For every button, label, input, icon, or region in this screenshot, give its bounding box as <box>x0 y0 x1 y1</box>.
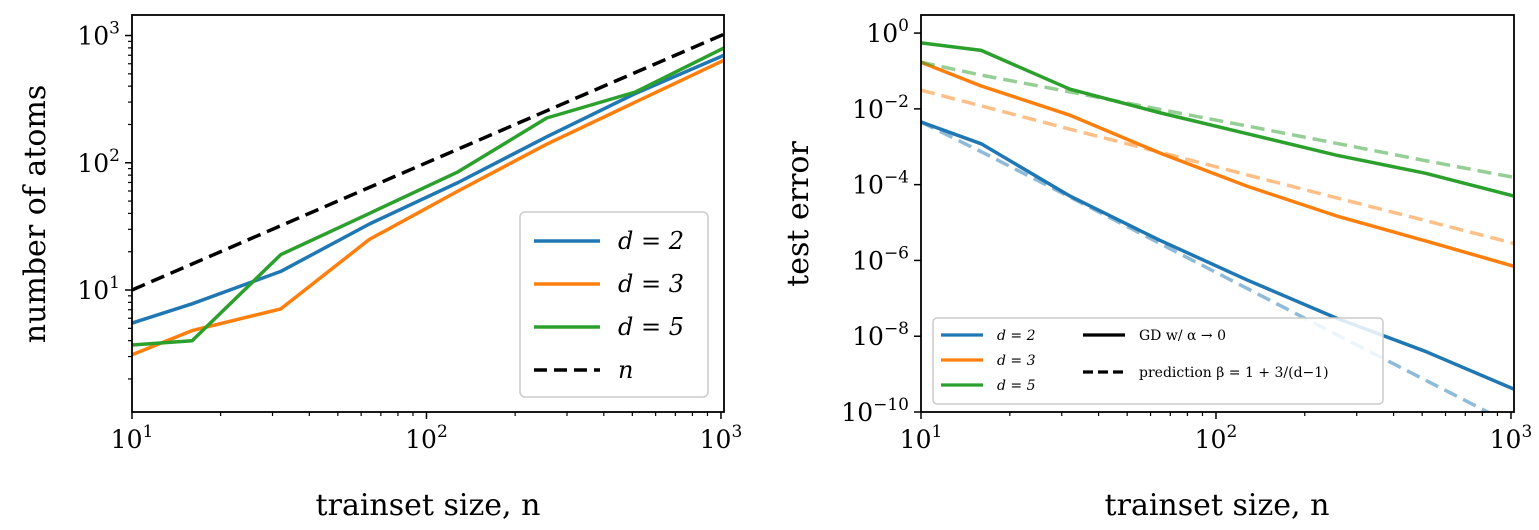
left-legend: d = 2 d = 3 d = 5 n <box>519 211 709 398</box>
right-legend-label: d = 2 <box>997 328 1036 344</box>
right-y-axis-label: test error <box>781 141 816 287</box>
left-y-axis-label: number of atoms <box>18 85 53 343</box>
left-x-tick-label: 103 <box>700 422 743 454</box>
left-plot-frame <box>131 14 725 413</box>
right-plot-frame <box>920 14 1515 413</box>
right-x-tick-label: 101 <box>900 422 943 454</box>
left-legend-label: d = 3 <box>618 270 684 298</box>
left-x-axis-label: trainset size, n <box>316 488 541 523</box>
left-series-n <box>132 32 724 292</box>
right-legend-label: prediction β = 1 + 3/(d−1) <box>1139 365 1329 381</box>
right-series-d2-gd <box>921 120 1514 391</box>
right-legend-box <box>932 317 1384 405</box>
left-chart: trainset size, n number of atoms 101 102 1… <box>18 14 743 523</box>
right-chart: trainset size, n test error 101 102 103 100… <box>781 14 1533 523</box>
right-y-tick-label: 10−6 <box>852 243 909 275</box>
left-legend-label: d = 5 <box>618 313 684 341</box>
right-series-d3-pred <box>921 88 1514 246</box>
right-x-axis-label: trainset size, n <box>1105 488 1330 523</box>
right-series-d2-pred <box>921 120 1492 412</box>
right-y-tick-label: 10−8 <box>852 319 909 351</box>
left-x-tick-label: 102 <box>405 422 448 454</box>
right-legend: d = 2 d = 3 d = 5 GD w/ α → 0 prediction β =… <box>932 317 1384 405</box>
left-x-tick-label: 101 <box>111 422 154 454</box>
left-legend-box <box>519 211 709 398</box>
left-y-tick-label: 102 <box>77 146 120 178</box>
right-legend-label: d = 3 <box>997 353 1036 369</box>
right-x-tick-label: 103 <box>1490 422 1533 454</box>
right-y-tick-label: 10−10 <box>841 395 909 427</box>
right-series-d5-gd <box>921 41 1514 198</box>
left-y-tick-label: 101 <box>77 273 120 305</box>
right-x-tick-label: 102 <box>1195 422 1238 454</box>
left-legend-label: d = 2 <box>618 227 684 255</box>
left-y-tick-label: 103 <box>77 19 120 51</box>
right-legend-label: d = 5 <box>997 378 1036 394</box>
right-y-tick-label: 10−2 <box>852 92 909 124</box>
right-series-d5-pred <box>921 60 1514 180</box>
left-legend-label: n <box>618 356 633 384</box>
left-series-d5 <box>132 46 724 347</box>
left-series-d2 <box>132 53 724 325</box>
right-legend-label: GD w/ α → 0 <box>1139 328 1226 344</box>
right-y-tick-label: 10−4 <box>852 168 909 200</box>
right-series-d3-gd <box>921 60 1514 268</box>
right-y-tick-label: 100 <box>866 16 909 48</box>
